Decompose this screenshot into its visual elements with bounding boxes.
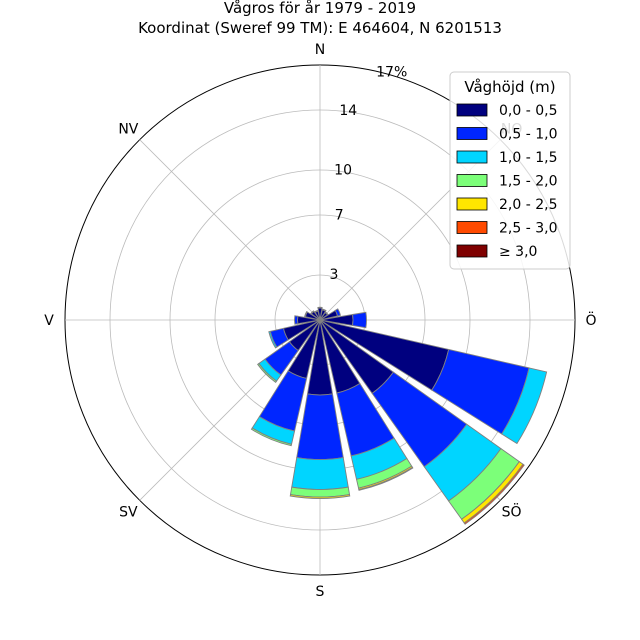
direction-label: SÖ	[502, 503, 522, 521]
rose-bars	[250, 306, 548, 525]
radial-tick-label: 3	[329, 267, 338, 283]
chart-title: Vågros för år 1979 - 2019	[224, 0, 416, 17]
bar-segment	[294, 315, 299, 325]
chart-subtitle: Koordinat (Sweref 99 TM): E 464604, N 62…	[138, 19, 502, 37]
bar-segment	[268, 330, 278, 349]
bar-segment	[358, 466, 414, 491]
legend: Våghöjd (m) 0,0 - 0,5 0,5 - 1,0 1,0 - 1,5 1…	[449, 71, 571, 270]
radial-tick-labels: 3 7 10 14 17%	[329, 65, 407, 284]
legend-entry: 1,5 - 2,0	[499, 174, 557, 190]
legend-swatch	[456, 244, 488, 258]
grid-spoke	[139, 139, 321, 321]
legend-title: Våghöjd (m)	[464, 78, 555, 96]
bar-segment	[463, 463, 525, 525]
bar-segment	[250, 427, 293, 447]
radial-tick-label: 10	[334, 163, 352, 179]
legend-swatch	[456, 174, 488, 187]
direction-label: S	[316, 584, 325, 600]
direction-label: SV	[119, 505, 138, 521]
legend-swatch	[456, 150, 488, 164]
radial-tick-label: 14	[339, 103, 357, 119]
legend-entry: 1,0 - 1,5	[499, 150, 557, 166]
legend-entry: 0,0 - 0,5	[499, 103, 557, 119]
legend-box	[449, 71, 571, 270]
bar-segment	[304, 311, 308, 318]
bar-segment	[334, 308, 342, 317]
direction-label: V	[44, 313, 54, 329]
bar-segment	[321, 308, 327, 312]
radial-tick-label: 17%	[376, 65, 407, 81]
legend-swatch	[456, 197, 488, 211]
bar-segment	[296, 393, 344, 460]
legend-swatch	[456, 127, 488, 140]
bar-segment	[289, 494, 351, 499]
radial-tick-label: 7	[335, 207, 344, 223]
legend-swatch	[456, 221, 488, 234]
bar-segment	[501, 367, 548, 445]
direction-label: N	[315, 42, 325, 58]
legend-swatch	[456, 103, 488, 117]
bar-segment	[324, 311, 329, 316]
bar-segment	[310, 310, 315, 315]
legend-entry: 2,0 - 2,5	[499, 197, 557, 213]
bar-segment	[257, 362, 278, 383]
bar-segment	[291, 457, 349, 490]
direction-label: NV	[118, 121, 138, 137]
legend-entry: 0,5 - 1,0	[499, 127, 557, 143]
legend-entry: 2,5 - 3,0	[499, 221, 557, 237]
direction-label: Ö	[585, 311, 596, 329]
bar-segment	[317, 306, 323, 309]
bar-segment	[314, 309, 319, 313]
legend-entry: ≥ 3,0	[499, 244, 537, 260]
bar-segment	[352, 311, 367, 329]
